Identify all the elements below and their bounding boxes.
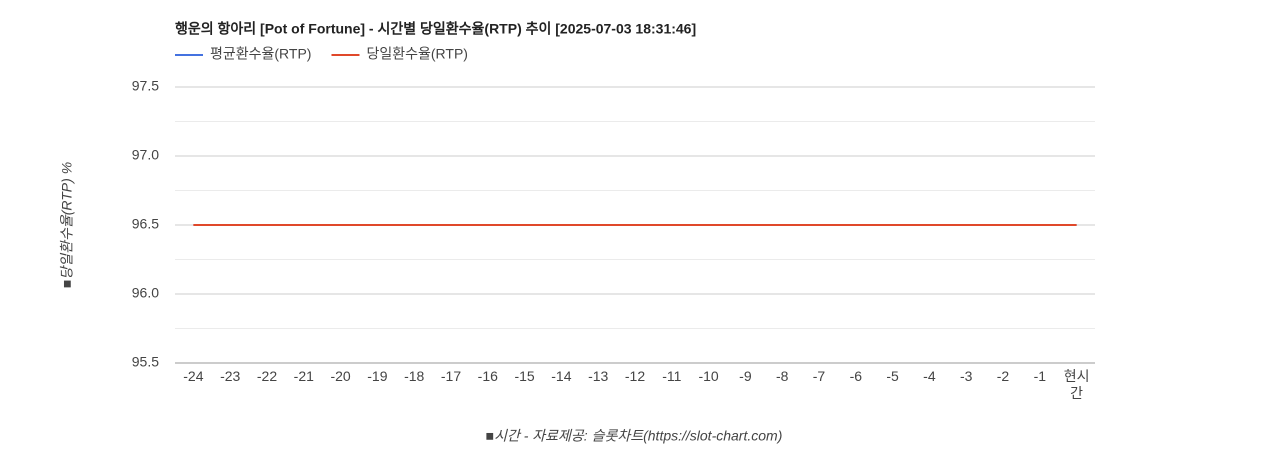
x-tick-label: -4 xyxy=(923,368,936,384)
x-tick-label: -5 xyxy=(886,368,899,384)
y-tick-label: 97.5 xyxy=(132,78,159,94)
y-axis-label: ■당일환수율(RTP) % xyxy=(59,162,75,288)
x-tick-label: -18 xyxy=(404,368,425,384)
x-tick-label: -17 xyxy=(440,368,462,384)
x-tick-label: -9 xyxy=(739,368,752,384)
x-tick-label: -7 xyxy=(812,368,826,384)
x-tick-label: -10 xyxy=(698,368,719,384)
x-tick-label: -13 xyxy=(588,368,609,384)
x-tick-label: -2 xyxy=(996,368,1010,384)
x-tick-label: -8 xyxy=(775,368,789,384)
x-tick-label: -23 xyxy=(220,368,241,384)
x-tick-label: -1 xyxy=(1033,368,1047,384)
x-tick-label: -20 xyxy=(330,368,351,384)
x-tick-label: -24 xyxy=(183,368,204,384)
y-tick-label: 95.5 xyxy=(132,354,159,370)
x-tick-label: -3 xyxy=(959,368,973,384)
x-tick-label: -16 xyxy=(477,368,498,384)
x-tick-label: -22 xyxy=(256,368,278,384)
x-tick-label: -12 xyxy=(624,368,646,384)
legend-label: 당일환수율(RTP) xyxy=(366,46,467,62)
x-axis-label: ■시간 - 자료제공: 슬롯차트(https://slot-chart.com) xyxy=(486,428,783,444)
x-tick-label: -6 xyxy=(849,368,863,384)
chart-title: 행운의 항아리 [Pot of Fortune] - 시간별 당일환수율(RTP… xyxy=(175,21,696,37)
x-tick-label: -15 xyxy=(514,368,535,384)
y-tick-label: 96.5 xyxy=(132,216,159,232)
x-tick-label: -11 xyxy=(662,368,682,384)
y-tick-label: 97.0 xyxy=(132,147,159,163)
y-tick-label: 96.0 xyxy=(132,285,159,301)
x-tick-label: -21 xyxy=(293,368,314,384)
x-tick-label: -19 xyxy=(367,368,388,384)
x-tick-label: 현시간 xyxy=(1063,368,1090,401)
legend-label: 평균환수율(RTP) xyxy=(210,46,311,62)
x-tick-label: -14 xyxy=(551,368,572,384)
